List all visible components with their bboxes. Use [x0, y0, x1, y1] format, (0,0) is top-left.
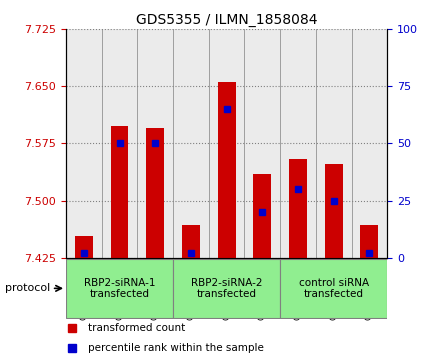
Bar — [110, 126, 128, 258]
Bar — [280, 29, 316, 258]
Bar — [316, 29, 352, 258]
Bar — [146, 128, 164, 258]
Bar — [245, 29, 280, 258]
Text: protocol: protocol — [5, 284, 50, 293]
Bar — [360, 225, 378, 258]
Text: RBP2-siRNA-2
transfected: RBP2-siRNA-2 transfected — [191, 278, 262, 299]
Bar — [352, 29, 387, 258]
Bar — [280, 259, 387, 318]
Text: RBP2-siRNA-1
transfected: RBP2-siRNA-1 transfected — [84, 278, 155, 299]
Bar — [75, 236, 93, 258]
Bar — [289, 159, 307, 258]
Bar — [218, 82, 235, 258]
Bar — [137, 29, 173, 258]
Bar — [173, 259, 280, 318]
Bar — [182, 225, 200, 258]
Text: control siRNA
transfected: control siRNA transfected — [299, 278, 369, 299]
Text: transformed count: transformed count — [88, 323, 186, 333]
Bar — [102, 29, 137, 258]
Text: percentile rank within the sample: percentile rank within the sample — [88, 343, 264, 354]
Bar — [173, 29, 209, 258]
Bar — [325, 164, 343, 258]
Bar — [66, 29, 102, 258]
Bar — [209, 29, 245, 258]
Bar — [66, 259, 173, 318]
Bar — [253, 174, 271, 258]
Title: GDS5355 / ILMN_1858084: GDS5355 / ILMN_1858084 — [136, 13, 317, 26]
